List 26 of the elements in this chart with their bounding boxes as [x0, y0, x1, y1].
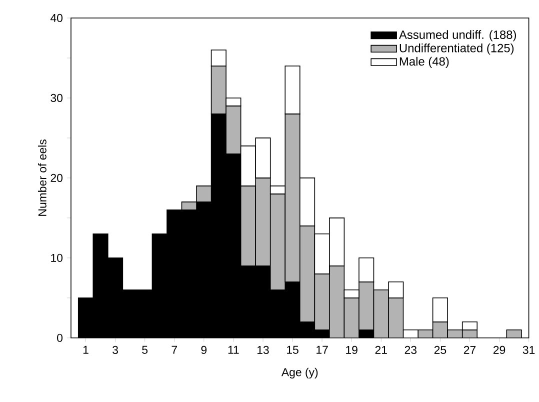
x-tick-label: 31 — [522, 346, 535, 354]
x-axis-title: Age (y) — [281, 368, 318, 379]
y-tick-label: 10 — [51, 254, 63, 262]
x-tick-label: 3 — [112, 346, 118, 354]
x-tick-label: 29 — [493, 346, 506, 354]
x-tick-label: 21 — [375, 346, 387, 354]
x-tick-label: 5 — [142, 346, 148, 354]
y-tick-label: 0 — [57, 334, 63, 342]
x-tick-label: 11 — [228, 346, 239, 354]
x-tick-label: 19 — [346, 346, 358, 354]
legend-label: Assumed undiff. (188) — [398, 30, 516, 42]
x-tick-label: 9 — [201, 346, 207, 354]
legend-label: Male (48) — [400, 56, 449, 68]
x-tick-label: 1 — [83, 346, 88, 354]
x-tick-label: 17 — [316, 346, 328, 354]
x-tick-label: 15 — [287, 346, 298, 354]
legend-label: Undifferentiated (125) — [400, 44, 514, 55]
y-tick-label: 30 — [50, 94, 63, 102]
x-tick-label: 13 — [257, 346, 269, 354]
x-tick-label: 7 — [172, 346, 177, 354]
y-tick-label: 20 — [50, 174, 63, 182]
x-tick-label: 25 — [434, 346, 446, 354]
x-tick-label: 23 — [404, 346, 417, 354]
x-tick-label: 27 — [464, 346, 476, 354]
y-tick-label: 40 — [50, 14, 63, 22]
y-axis-title: Number of eels — [38, 140, 46, 216]
